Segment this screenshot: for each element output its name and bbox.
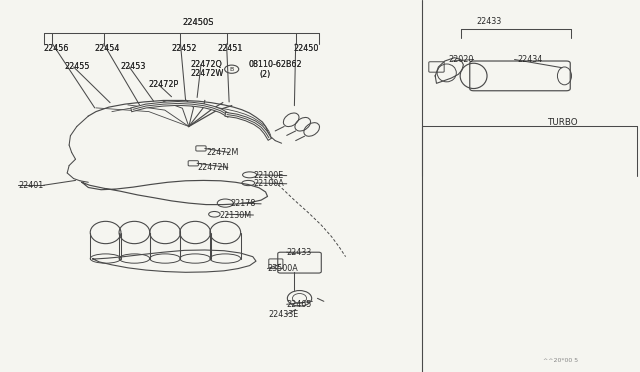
Text: 22472P: 22472P [148, 80, 179, 89]
Text: 22433E: 22433E [269, 310, 299, 319]
Text: 08110-62B62: 08110-62B62 [248, 60, 302, 69]
Text: 22453: 22453 [120, 62, 146, 71]
Text: 22401: 22401 [18, 181, 43, 190]
Text: 22450: 22450 [293, 44, 319, 53]
Text: 23500A: 23500A [268, 264, 298, 273]
Text: 22456: 22456 [44, 44, 69, 53]
Text: 22433: 22433 [476, 17, 502, 26]
Text: 22472M: 22472M [206, 148, 239, 157]
Text: 22455: 22455 [64, 62, 90, 71]
Text: (2): (2) [260, 70, 271, 79]
Text: 22472N: 22472N [197, 163, 228, 172]
Text: 22020: 22020 [448, 55, 474, 64]
Text: 22451: 22451 [218, 44, 243, 53]
Text: 22452: 22452 [172, 44, 197, 53]
Text: 22454: 22454 [95, 44, 120, 53]
Text: ^^20*00 5: ^^20*00 5 [543, 357, 578, 363]
Text: 22472P: 22472P [148, 80, 179, 89]
Text: 22178: 22178 [230, 199, 256, 208]
Text: TURBO: TURBO [547, 118, 577, 126]
Text: 22100E: 22100E [253, 171, 284, 180]
Text: 22455: 22455 [64, 62, 90, 71]
Text: 22472Q: 22472Q [191, 60, 223, 69]
Text: 22454: 22454 [95, 44, 120, 53]
Text: 22453: 22453 [120, 62, 146, 71]
Text: 22465: 22465 [287, 300, 312, 309]
Text: (2): (2) [260, 70, 271, 79]
Text: 22450S: 22450S [182, 18, 214, 27]
Text: 08110-62B62: 08110-62B62 [248, 60, 302, 69]
Text: 22450: 22450 [293, 44, 319, 53]
Text: 22130M: 22130M [219, 211, 251, 219]
Text: 22433: 22433 [287, 248, 312, 257]
Text: 22472W: 22472W [191, 69, 224, 78]
Text: 22472W: 22472W [191, 69, 224, 78]
Text: B: B [230, 67, 234, 72]
Text: 22472Q: 22472Q [191, 60, 223, 69]
Text: 22451: 22451 [218, 44, 243, 53]
Text: 22452: 22452 [172, 44, 197, 53]
Text: 22100A: 22100A [253, 179, 284, 188]
Text: 22450S: 22450S [182, 18, 214, 27]
Text: 22434: 22434 [517, 55, 542, 64]
Text: 22456: 22456 [44, 44, 69, 53]
